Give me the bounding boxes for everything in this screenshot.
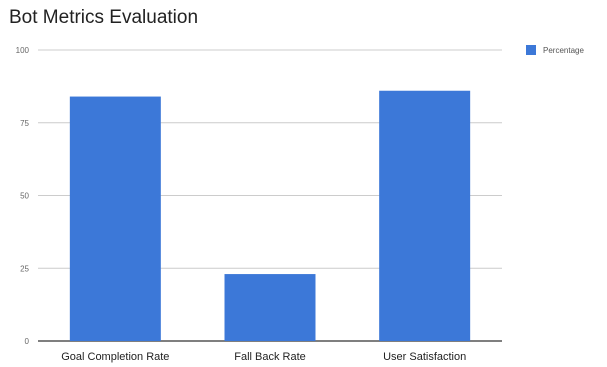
- y-tick-label: 50: [20, 192, 29, 201]
- bar-fall-back-rate[interactable]: [224, 274, 316, 341]
- chart-title: Bot Metrics Evaluation: [9, 7, 199, 28]
- legend-label: Percentage: [543, 46, 584, 55]
- x-tick-label: User Satisfaction: [383, 351, 466, 363]
- x-tick-label: Goal Completion Rate: [61, 351, 169, 363]
- bar-goal-completion-rate[interactable]: [69, 96, 161, 341]
- legend-swatch: [526, 45, 536, 55]
- bar-user-satisfaction[interactable]: [379, 90, 471, 342]
- y-tick-label: 100: [16, 46, 30, 55]
- y-tick-label: 25: [20, 264, 29, 273]
- y-tick-label: 0: [25, 337, 30, 346]
- x-tick-label: Fall Back Rate: [234, 351, 306, 363]
- y-tick-label: 75: [20, 119, 29, 128]
